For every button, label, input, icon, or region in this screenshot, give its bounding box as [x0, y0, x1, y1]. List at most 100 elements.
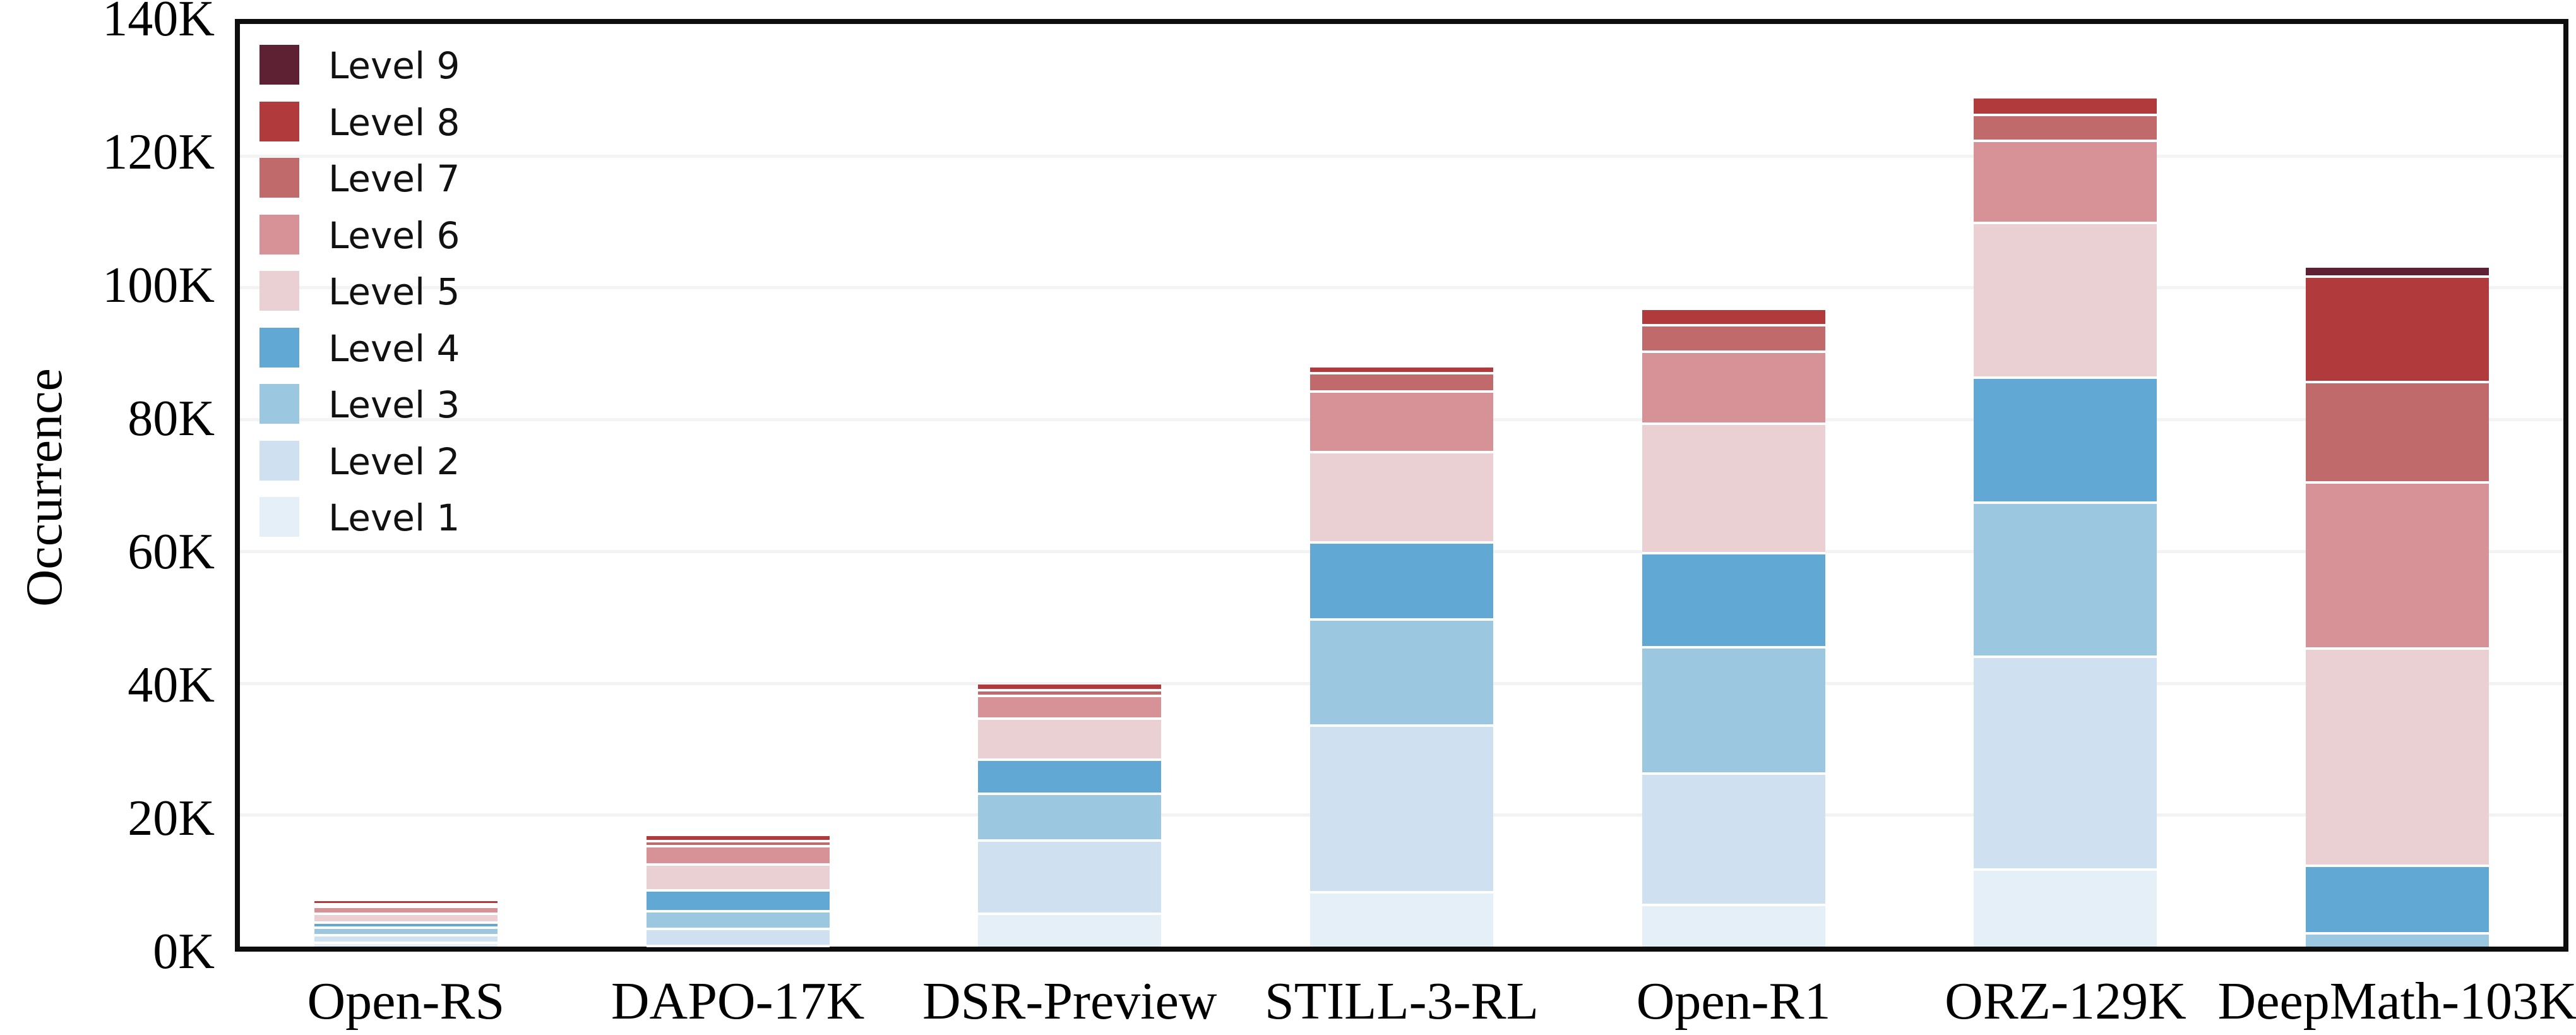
- bar-segment: [314, 935, 498, 943]
- x-tick-label: DeepMath-103K: [2217, 972, 2576, 1031]
- bar-segment: [647, 864, 830, 891]
- bar-segment: [1310, 892, 1493, 947]
- bar-segment: [647, 890, 830, 911]
- y-tick-label: 120K: [102, 124, 215, 180]
- legend-label: Level 6: [328, 213, 460, 257]
- legend-swatch: [259, 101, 299, 141]
- bar-segment: [1974, 140, 2157, 224]
- gridline: [240, 286, 2563, 290]
- y-tick-label: 100K: [102, 258, 215, 313]
- bar-segment: [1310, 367, 1493, 374]
- bar-segment: [978, 690, 1161, 697]
- bar-segment: [1310, 619, 1493, 726]
- x-tick-label: Open-RS: [307, 972, 505, 1031]
- bar-segment-separator: [1642, 323, 1825, 326]
- bar-segment: [1642, 309, 1825, 325]
- bar-segment-separator: [1310, 390, 1493, 393]
- bar-segment: [2306, 933, 2489, 947]
- bar-segment-separator: [1974, 139, 2157, 142]
- bar-segment-separator: [314, 934, 498, 937]
- bar-segment-separator: [314, 941, 498, 944]
- legend-label: Level 2: [328, 440, 460, 483]
- bar-segment-separator: [2306, 275, 2489, 278]
- y-tick-label: 40K: [128, 657, 215, 713]
- bar-segment-separator: [314, 912, 498, 915]
- bar-segment-separator: [1974, 222, 2157, 225]
- bar-segment: [2306, 649, 2489, 866]
- legend-label: Level 8: [328, 100, 460, 144]
- legend-swatch: [259, 327, 299, 368]
- bar-segment-separator: [1642, 422, 1825, 426]
- legend-swatch: [259, 45, 299, 85]
- bar-segment: [1974, 98, 2157, 116]
- bar-segment: [1642, 325, 1825, 352]
- bar-segment: [978, 913, 1161, 947]
- bar-segment: [1974, 378, 2157, 503]
- x-tick-label: Open-R1: [1636, 972, 1831, 1031]
- bar-segment-separator: [2306, 932, 2489, 935]
- bar-segment-separator: [647, 909, 830, 912]
- bar-segment-separator: [647, 863, 830, 866]
- bar-segment-separator: [1310, 541, 1493, 544]
- bar-segment: [1310, 373, 1493, 392]
- bar-segment: [978, 759, 1161, 794]
- bar-segment: [647, 911, 830, 929]
- bar-segment: [1642, 647, 1825, 774]
- bar-segment-separator: [2306, 864, 2489, 867]
- y-tick-label: 140K: [102, 0, 215, 47]
- bar-segment: [978, 696, 1161, 719]
- bar-segment-separator: [647, 840, 830, 843]
- bar-segment-separator: [1974, 868, 2157, 871]
- y-tick-label: 0K: [153, 924, 215, 979]
- bar-segment-separator: [1974, 376, 2157, 380]
- bar-segment-separator: [978, 689, 1161, 692]
- bar-segment-separator: [978, 792, 1161, 795]
- bar-segment: [1310, 392, 1493, 453]
- bar-segment-separator: [314, 906, 498, 909]
- gridline: [240, 154, 2563, 158]
- bar-segment: [647, 928, 830, 946]
- bar-segment-separator: [647, 845, 830, 848]
- bar-segment: [1974, 656, 2157, 870]
- bar-segment: [1642, 351, 1825, 424]
- bar-segment-separator: [2306, 380, 2489, 383]
- bar-segment-separator: [978, 717, 1161, 720]
- bar-segment-separator: [1310, 724, 1493, 727]
- bar-segment: [2306, 865, 2489, 934]
- bar-segment: [1642, 773, 1825, 906]
- legend-swatch: [259, 440, 299, 481]
- bar-segment: [2306, 381, 2489, 483]
- bar-segment: [1642, 905, 1825, 947]
- legend-label: Level 1: [328, 496, 460, 539]
- bar-segment: [314, 942, 498, 947]
- y-tick-label: 80K: [128, 391, 215, 446]
- bar-segment-separator: [647, 927, 830, 930]
- x-tick-label: DAPO-17K: [611, 972, 865, 1031]
- bar-segment: [978, 841, 1161, 914]
- legend-swatch: [259, 271, 299, 311]
- bar-segment-separator: [314, 926, 498, 929]
- bar-segment-separator: [978, 758, 1161, 761]
- bar-segment-separator: [1974, 501, 2157, 504]
- legend-label: Level 7: [328, 157, 460, 200]
- bar-segment: [314, 907, 498, 914]
- x-tick-label: DSR-Preview: [922, 972, 1217, 1031]
- bar-segment-separator: [2306, 481, 2489, 484]
- bar-segment: [1974, 115, 2157, 141]
- bar-segment: [314, 901, 498, 905]
- bar-segment: [978, 718, 1161, 760]
- legend-swatch: [259, 158, 299, 198]
- bar-segment: [1310, 726, 1493, 893]
- legend-swatch: [259, 214, 299, 254]
- bar-segment: [1974, 223, 2157, 378]
- bar-segment: [647, 835, 830, 842]
- bar-segment: [1974, 502, 2157, 657]
- bar-segment-separator: [314, 903, 498, 906]
- bar-segment: [2306, 276, 2489, 382]
- legend-label: Level 5: [328, 270, 460, 313]
- legend-label: Level 3: [328, 383, 460, 426]
- bar-segment: [978, 684, 1161, 691]
- bar-segment-separator: [1642, 904, 1825, 907]
- plot-area: [235, 19, 2568, 952]
- bar-segment: [1642, 424, 1825, 553]
